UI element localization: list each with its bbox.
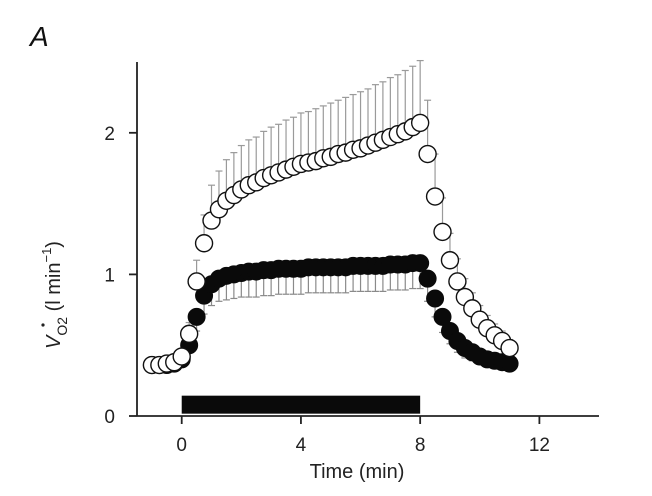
open-circle-point [187,272,206,291]
open-circle-point [433,222,452,242]
x-axis-label: Time (min) [310,461,405,483]
x-tick-label: 4 [296,435,307,456]
x-tick-label: 8 [415,435,426,456]
y-axis-label: VO2 (l min−1) [39,241,70,349]
open-circle-point [194,234,214,253]
y-axis-label-dot [41,323,45,327]
open-circle-point [410,113,430,133]
exercise-bar [181,395,421,414]
filled-circle-point [426,289,445,308]
filled-circle-point [500,354,519,373]
open-circle-point [179,324,199,344]
svg-text:VO2 (l min−1): VO2 (l min−1) [39,241,70,349]
y-tick-label: 1 [104,265,115,286]
panel-label: A [28,21,49,52]
filled-circle-point [411,254,430,273]
filled-circle-point [187,307,206,326]
x-tick-label: 12 [529,435,550,456]
open-circle-point [448,272,467,291]
open-circle-point [425,187,445,206]
open-circle-point [418,144,437,164]
y-tick-label: 0 [104,407,115,428]
filled-circle-point [418,269,437,288]
y-tick-label: 2 [104,124,115,145]
x-tick-label: 0 [176,435,187,456]
filled-circle-point [433,307,452,326]
open-circle-point [172,347,191,366]
open-circle-point [500,338,519,358]
open-circle-point [440,251,460,270]
data-points [142,113,519,375]
